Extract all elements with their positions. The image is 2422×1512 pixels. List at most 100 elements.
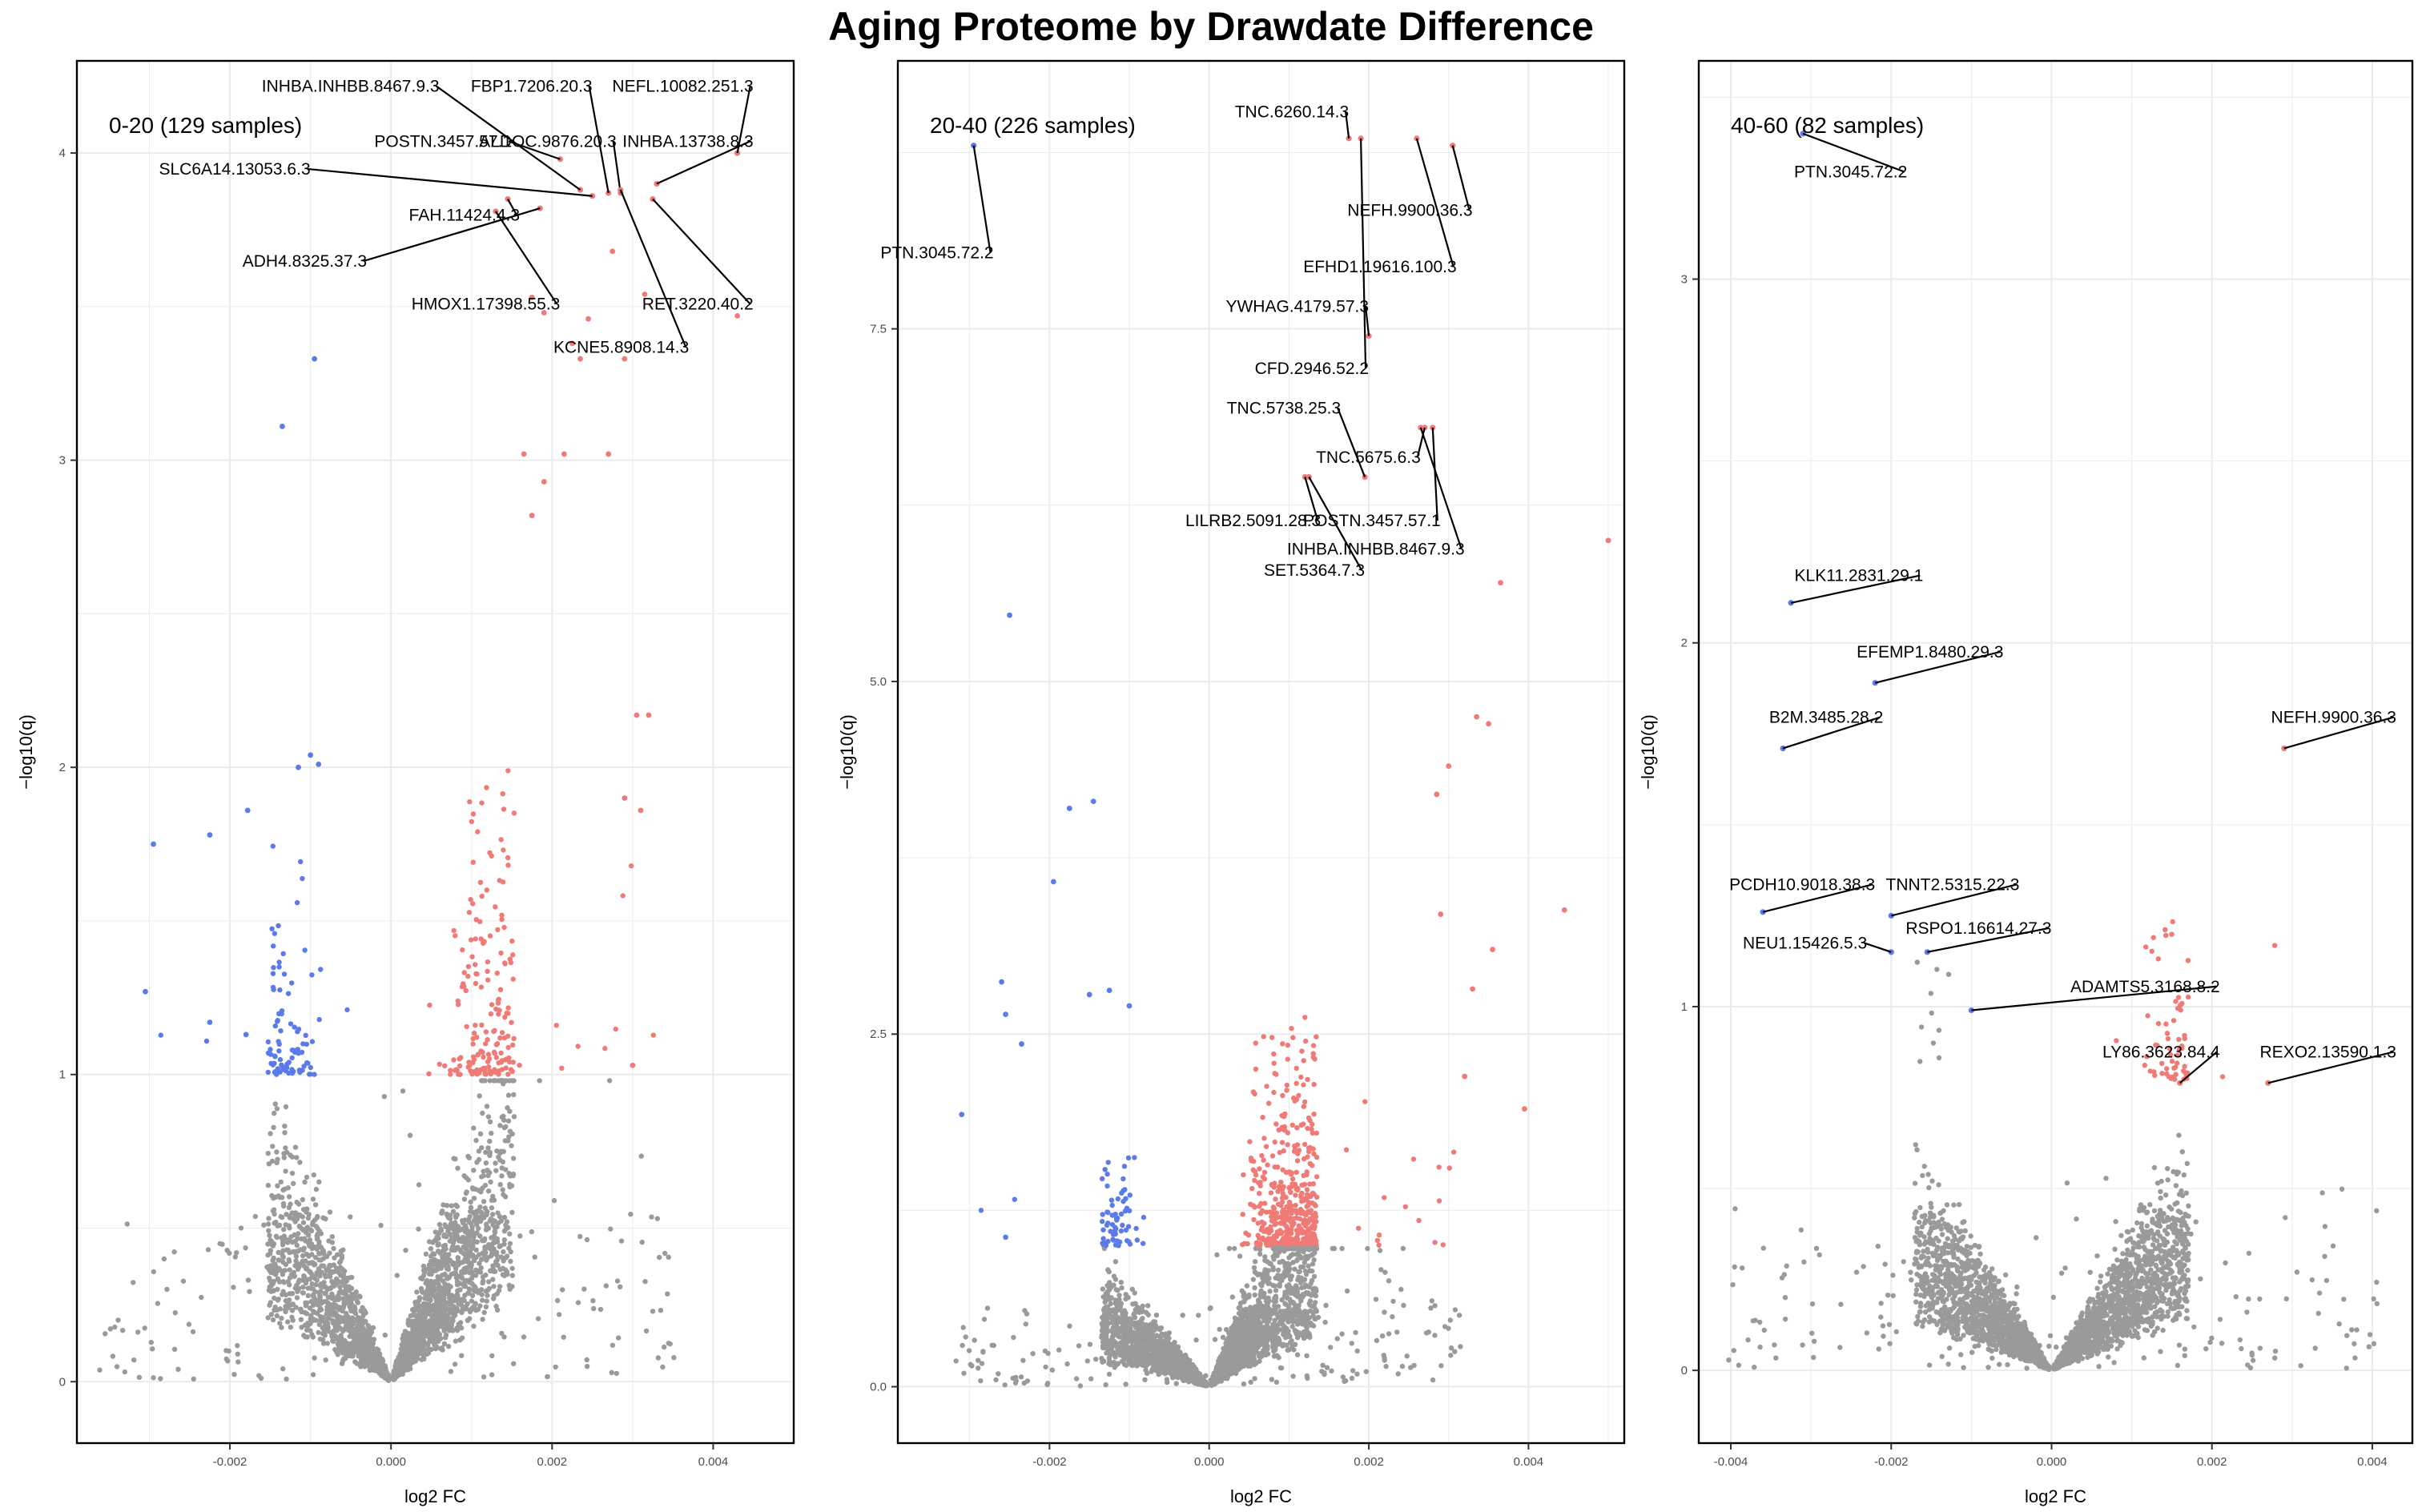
data-point — [440, 1313, 446, 1319]
data-point — [468, 897, 473, 903]
data-point — [368, 1331, 373, 1337]
data-point — [338, 1289, 344, 1294]
x-tick-label: 0.004 — [698, 1455, 729, 1469]
data-point — [339, 1337, 344, 1342]
data-point — [225, 1358, 231, 1364]
data-point — [613, 1026, 618, 1032]
data-point — [1020, 1357, 1026, 1363]
data-point — [427, 1002, 432, 1008]
data-point — [276, 964, 282, 970]
data-point — [1110, 1325, 1116, 1331]
data-point — [281, 971, 288, 977]
data-point — [407, 1132, 413, 1138]
data-point — [1290, 1373, 1296, 1379]
data-point — [274, 1106, 280, 1112]
data-point — [1159, 1362, 1165, 1368]
data-point — [333, 1325, 339, 1331]
data-point — [327, 1273, 333, 1280]
data-point — [342, 1325, 348, 1332]
data-point — [282, 1124, 288, 1129]
data-point — [654, 1216, 660, 1221]
data-point — [303, 1258, 308, 1264]
data-point — [465, 963, 472, 970]
data-point — [419, 1357, 424, 1362]
data-point — [300, 1227, 306, 1233]
data-point — [1131, 1362, 1137, 1368]
data-point — [449, 1235, 455, 1241]
data-point — [489, 1235, 494, 1241]
data-point — [1139, 1333, 1145, 1339]
data-point — [324, 1328, 330, 1334]
data-point — [1045, 1350, 1051, 1357]
data-point — [616, 1335, 622, 1341]
data-point — [424, 1277, 430, 1284]
data-point — [419, 1315, 424, 1321]
data-point — [489, 1130, 494, 1136]
data-point — [511, 810, 517, 816]
data-point — [1436, 1198, 1442, 1204]
data-point — [349, 1274, 355, 1281]
data-point — [1161, 1339, 1167, 1345]
data-point — [1119, 1190, 1124, 1196]
data-point — [461, 970, 467, 975]
data-point — [479, 893, 485, 899]
data-point — [455, 1165, 461, 1171]
data-point — [459, 1276, 465, 1281]
data-point — [1156, 1347, 1161, 1353]
data-point — [231, 1372, 237, 1377]
data-point — [142, 1325, 147, 1331]
data-point — [505, 1005, 511, 1011]
panel-label: 0-20 (129 samples) — [109, 113, 302, 138]
data-point — [289, 1055, 295, 1061]
data-point — [283, 1104, 289, 1110]
data-point — [299, 1049, 305, 1056]
data-point — [276, 959, 282, 965]
data-point — [428, 1319, 434, 1325]
data-point — [312, 1072, 317, 1077]
data-point — [172, 1310, 178, 1316]
data-point — [203, 1038, 210, 1044]
data-point — [307, 1237, 313, 1243]
data-point — [289, 1048, 296, 1053]
data-point — [268, 1263, 274, 1269]
data-point — [455, 1273, 461, 1279]
data-point — [1120, 1222, 1125, 1228]
data-point — [428, 1286, 433, 1293]
data-point — [1365, 1245, 1370, 1252]
data-point — [492, 1229, 498, 1236]
data-point — [97, 1367, 103, 1373]
data-point — [453, 1247, 458, 1253]
data-point — [308, 1227, 313, 1233]
data-point — [505, 1105, 510, 1111]
data-point — [489, 1242, 495, 1248]
data-point — [297, 1160, 303, 1165]
data-point — [496, 996, 501, 1003]
data-point — [468, 1199, 473, 1205]
data-point — [454, 1305, 460, 1312]
data-point — [332, 1282, 338, 1288]
data-point — [436, 1242, 441, 1248]
data-point — [482, 1078, 488, 1084]
data-point — [481, 1309, 487, 1316]
data-point — [1126, 1322, 1133, 1329]
data-point — [288, 1325, 294, 1330]
data-point — [466, 910, 473, 915]
data-point — [285, 1305, 291, 1311]
data-point — [1077, 1383, 1084, 1389]
data-point — [608, 1226, 614, 1232]
data-point — [151, 1375, 156, 1381]
data-point — [432, 1267, 438, 1273]
data-point — [457, 1056, 462, 1062]
data-point — [475, 829, 481, 834]
y-tick-label: 0 — [59, 1375, 66, 1389]
data-point — [1111, 1273, 1117, 1279]
data-point — [1302, 1099, 1308, 1105]
data-point — [490, 1193, 496, 1200]
data-point — [499, 1030, 505, 1035]
data-point — [267, 1302, 272, 1308]
data-point — [1105, 1267, 1111, 1273]
data-point — [439, 1308, 445, 1314]
data-point — [498, 1060, 505, 1065]
data-point — [265, 1315, 271, 1321]
data-point — [505, 1072, 511, 1077]
